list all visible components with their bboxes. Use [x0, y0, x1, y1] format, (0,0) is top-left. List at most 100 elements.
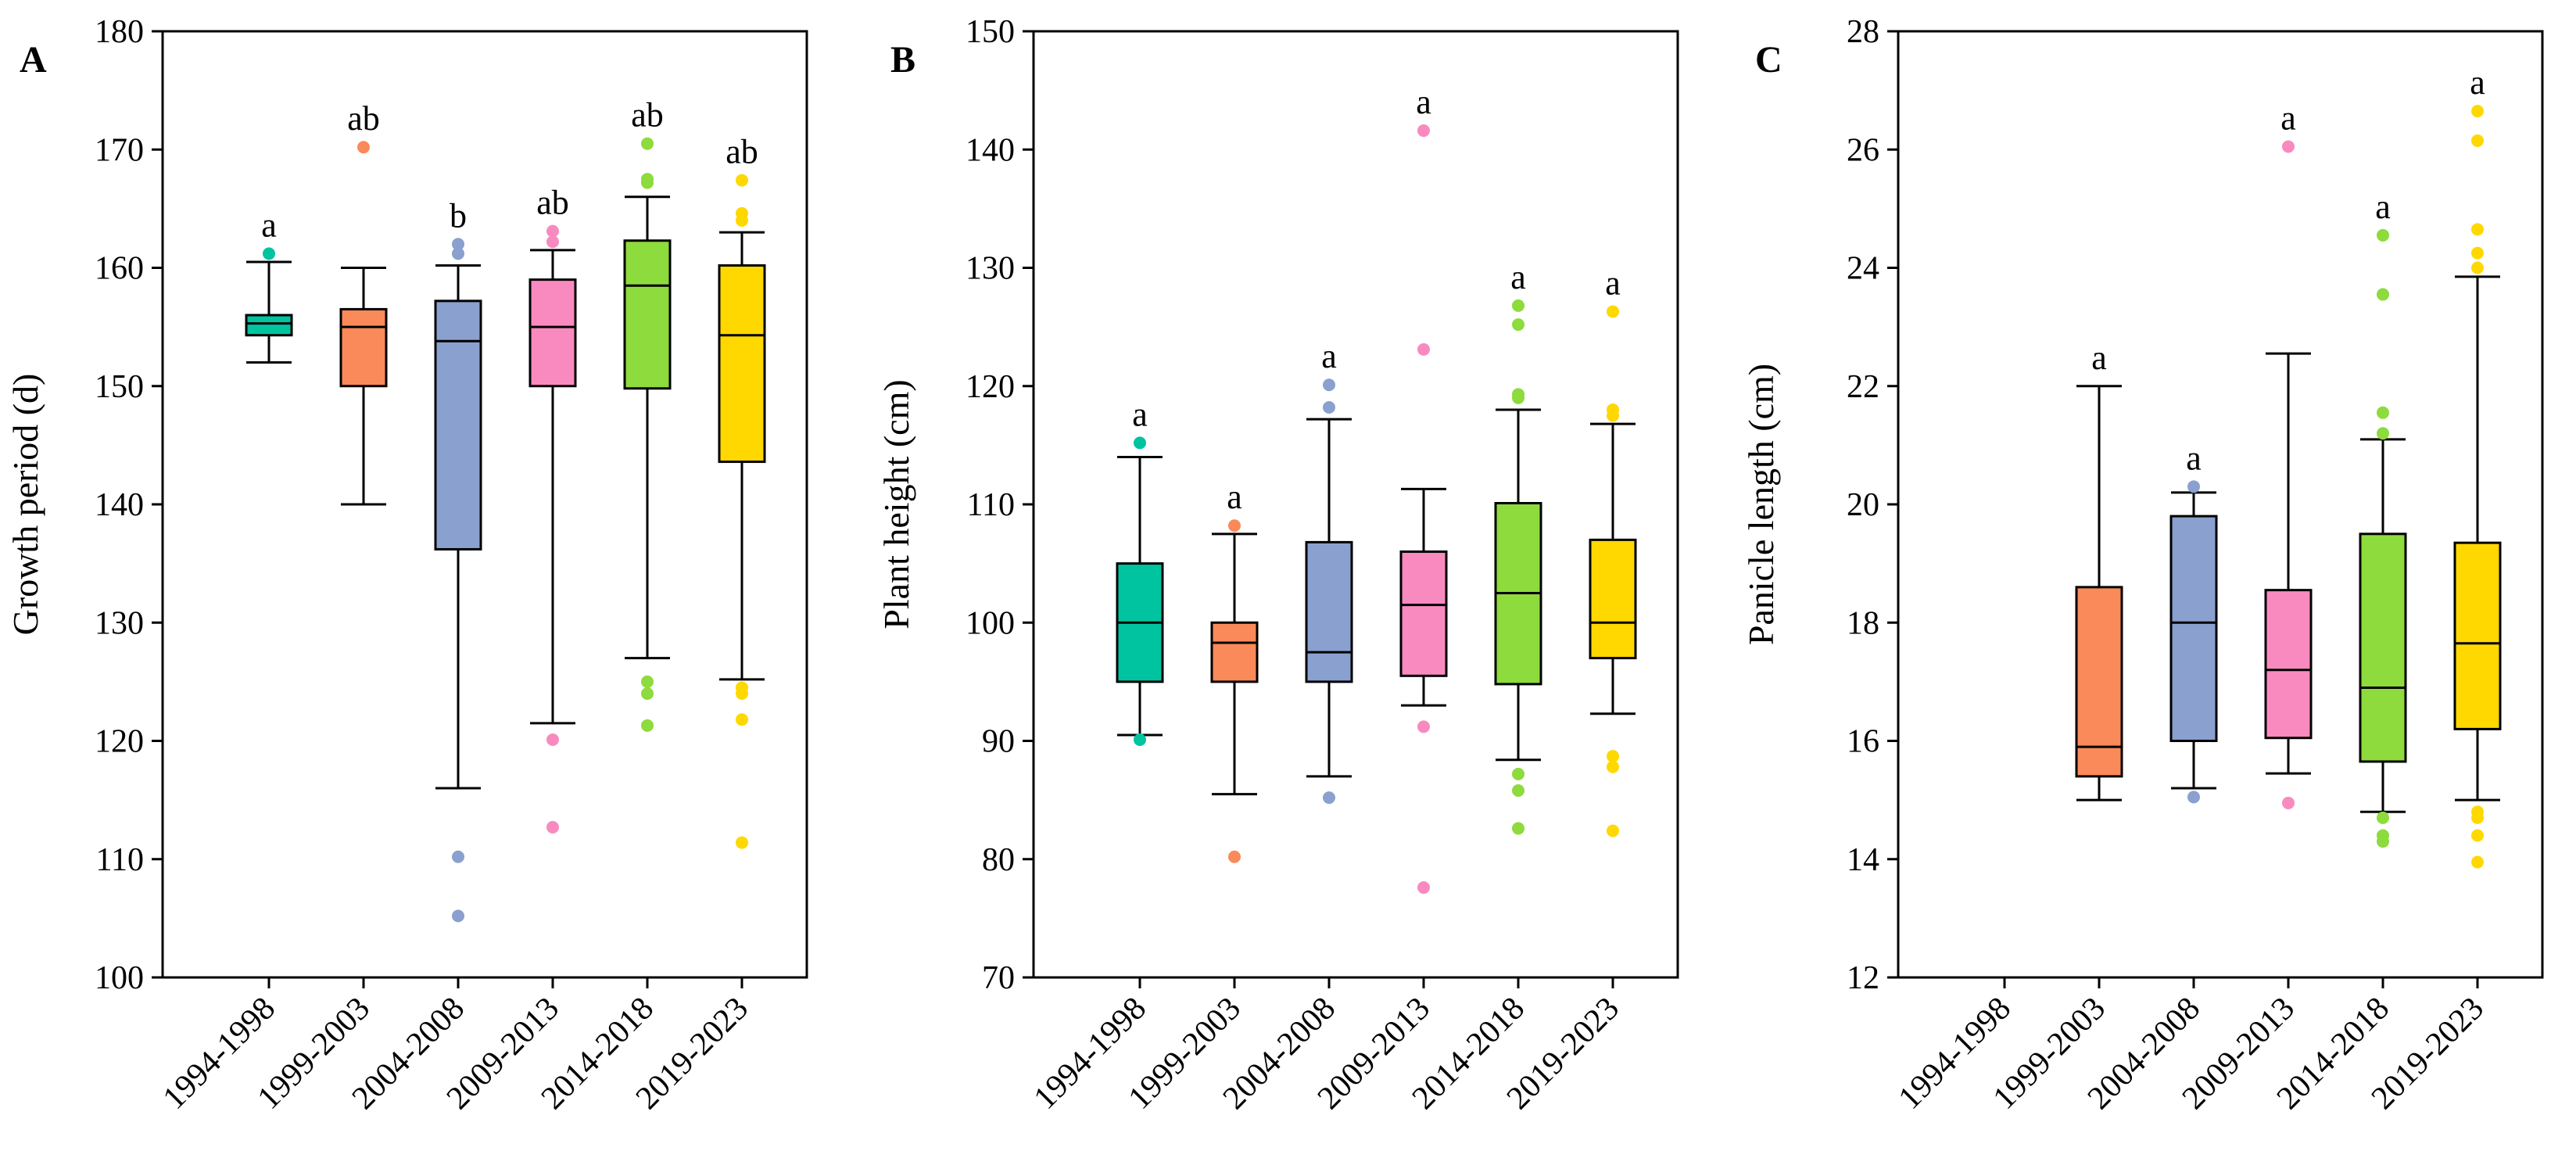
- y-tick-label-c: 14: [1847, 842, 1879, 878]
- outlier-point-c-2019-2023: [2471, 134, 2484, 147]
- significance-letter-b-2009-2013: a: [1416, 83, 1431, 121]
- outlier-point-c-2014-2018: [2377, 835, 2389, 848]
- significance-letter-c-1999-2003: a: [2091, 339, 2107, 377]
- outlier-point-a-2019-2023: [736, 174, 748, 187]
- box-a-2009-2013: [528, 278, 577, 388]
- outlier-point-a-2014-2018: [641, 719, 654, 732]
- outlier-point-b-2019-2023: [1607, 305, 1619, 318]
- y-tick-label-b: 150: [966, 14, 1015, 50]
- box-b-1999-2003: [1210, 621, 1259, 683]
- outlier-point-a-1994-1998: [263, 247, 275, 260]
- y-tick-label-c: 16: [1847, 724, 1879, 760]
- outlier-point-c-2014-2018: [2377, 288, 2389, 301]
- plot-frame-a: [161, 30, 808, 979]
- outlier-point-a-2014-2018: [641, 173, 654, 186]
- significance-letter-c-2009-2013: a: [2280, 99, 2296, 137]
- outlier-point-c-2019-2023: [2471, 223, 2484, 236]
- outlier-point-a-2009-2013: [546, 224, 559, 238]
- y-axis-title-c: Panicle length (cm): [1741, 364, 1781, 645]
- y-tick-label-a: 180: [95, 14, 144, 50]
- box-a-2014-2018: [623, 239, 672, 390]
- significance-letter-a-2019-2023: ab: [726, 133, 758, 171]
- outlier-point-c-2019-2023: [2471, 855, 2484, 869]
- box-a-1999-2003: [339, 307, 388, 388]
- panel-a-growth-period: 100 110 120 130 140 150 160 170 180 Growth period…: [5, 14, 808, 1117]
- box-b-2004-2008: [1305, 540, 1353, 683]
- outlier-point-a-2009-2013: [546, 820, 559, 834]
- significance-letter-c-2004-2008: a: [2186, 439, 2202, 477]
- outlier-point-b-2014-2018: [1512, 784, 1524, 798]
- y-tick-label-b: 100: [966, 605, 1015, 641]
- y-tick-label-c: 18: [1847, 605, 1879, 641]
- significance-letter-a-1994-1998: a: [261, 206, 277, 244]
- box-b-2009-2013: [1399, 550, 1448, 677]
- outlier-point-c-2009-2013: [2282, 796, 2295, 809]
- outlier-point-b-2004-2008: [1323, 791, 1335, 805]
- plot-frame-c: [1897, 30, 2544, 979]
- outlier-point-a-2014-2018: [641, 675, 654, 688]
- outlier-point-c-2009-2013: [2282, 140, 2295, 153]
- outlier-point-b-1999-2003: [1228, 519, 1241, 533]
- y-tick-label-c: 24: [1847, 251, 1879, 287]
- significance-letter-b-1994-1998: a: [1132, 395, 1148, 433]
- outlier-point-c-2014-2018: [2377, 427, 2389, 440]
- panel-label-c: C: [1755, 39, 1782, 81]
- outlier-point-b-1999-2003: [1228, 850, 1241, 863]
- box-c-1999-2003: [2075, 586, 2123, 778]
- outlier-point-c-2014-2018: [2377, 811, 2389, 824]
- y-tick-label-a: 130: [95, 605, 144, 641]
- significance-letter-b-2014-2018: a: [1510, 258, 1526, 296]
- significance-letter-c-2014-2018: a: [2375, 188, 2391, 226]
- significance-letter-a-1999-2003: ab: [347, 99, 380, 138]
- y-tick-label-b: 140: [966, 132, 1015, 168]
- significance-letter-b-1999-2003: a: [1227, 478, 1242, 516]
- outlier-point-b-2019-2023: [1607, 403, 1619, 416]
- outlier-point-c-2004-2008: [2187, 480, 2200, 493]
- outlier-point-c-2014-2018: [2377, 406, 2389, 419]
- outlier-point-c-2019-2023: [2471, 829, 2484, 842]
- outlier-point-b-2009-2013: [1417, 342, 1430, 356]
- box-a-2004-2008: [434, 299, 482, 550]
- outlier-point-b-2004-2008: [1323, 400, 1335, 414]
- y-axis-title-a: Growth period (d): [5, 374, 45, 636]
- outlier-point-b-1994-1998: [1134, 436, 1146, 450]
- y-tick-label-a: 170: [95, 132, 144, 168]
- outlier-point-b-2014-2018: [1512, 388, 1524, 401]
- outlier-point-a-2019-2023: [736, 206, 748, 220]
- y-tick-label-a: 160: [95, 251, 144, 287]
- outlier-point-c-2019-2023: [2471, 811, 2484, 824]
- box-a-1994-1998: [245, 314, 293, 337]
- outlier-point-b-2009-2013: [1417, 124, 1430, 138]
- outlier-point-b-2014-2018: [1512, 299, 1524, 312]
- box-c-2009-2013: [2264, 589, 2313, 740]
- outlier-point-b-2014-2018: [1512, 318, 1524, 332]
- outlier-point-c-2019-2023: [2471, 261, 2484, 274]
- outlier-point-b-2019-2023: [1607, 824, 1619, 837]
- outlier-point-a-1999-2003: [357, 141, 370, 154]
- outlier-point-b-2004-2008: [1323, 378, 1335, 392]
- y-tick-label-b: 90: [982, 724, 1015, 760]
- outlier-point-c-2019-2023: [2471, 246, 2484, 260]
- y-tick-label-c: 26: [1847, 132, 1879, 168]
- significance-letter-a-2004-2008: b: [450, 196, 467, 235]
- y-tick-label-b: 130: [966, 251, 1015, 287]
- outlier-point-b-2009-2013: [1417, 881, 1430, 895]
- panel-b-plant-height: 70 80 90 100 110 120 130 140 150 Plant height (cm…: [876, 14, 1679, 1117]
- outlier-point-b-2014-2018: [1512, 822, 1524, 835]
- outlier-point-a-2019-2023: [736, 687, 748, 700]
- y-tick-label-a: 110: [96, 842, 144, 878]
- outlier-point-a-2004-2008: [452, 850, 464, 863]
- outlier-point-a-2014-2018: [641, 687, 654, 700]
- y-tick-label-b: 70: [982, 960, 1015, 996]
- box-b-2019-2023: [1589, 538, 1637, 660]
- significance-letter-a-2009-2013: ab: [536, 184, 569, 222]
- outlier-point-a-2009-2013: [546, 733, 559, 746]
- outlier-point-b-2019-2023: [1607, 750, 1619, 763]
- outlier-point-c-2019-2023: [2471, 105, 2484, 118]
- outlier-point-a-2019-2023: [736, 836, 748, 849]
- outlier-point-a-2019-2023: [736, 713, 748, 726]
- y-tick-label-c: 12: [1847, 960, 1879, 996]
- y-tick-label-a: 150: [95, 369, 144, 405]
